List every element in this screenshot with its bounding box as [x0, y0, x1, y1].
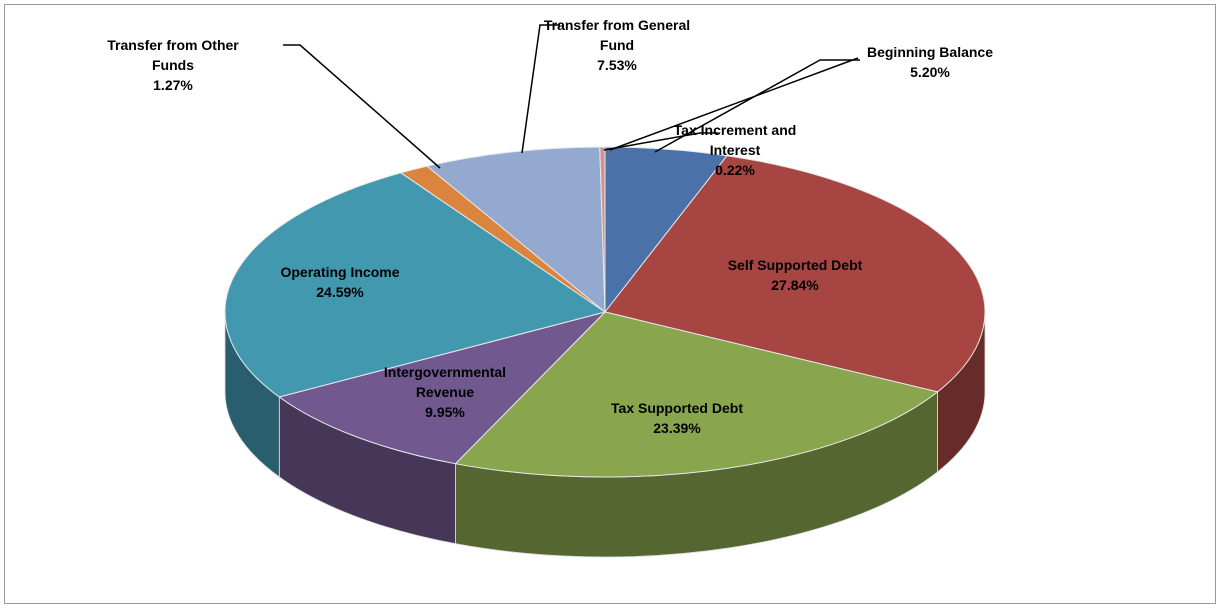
category-label: Transfer from Other Funds — [107, 37, 239, 73]
data-label: Transfer from Other Funds 1.27% — [88, 35, 258, 95]
data-label: Transfer from General Fund 7.53% — [527, 15, 707, 75]
slice — [599, 146, 606, 313]
data-label: Operating Income 24.59% — [215, 262, 465, 302]
category-label: Tax Increment and Interest — [673, 122, 797, 158]
value-label: 5.20% — [910, 64, 950, 80]
slice — [604, 155, 986, 393]
category-label: Tax Supported Debt — [611, 400, 743, 416]
data-label: Tax Increment and Interest 0.22% — [655, 120, 815, 180]
slice — [454, 311, 939, 478]
leader-line — [521, 24, 560, 154]
value-label: 24.59% — [316, 284, 364, 300]
leader-line — [609, 57, 859, 151]
data-label: Intergovernmental Revenue 9.95% — [365, 362, 525, 422]
value-label: 23.39% — [653, 420, 701, 436]
data-label: Beginning Balance 5.20% — [830, 42, 1030, 82]
value-label: 0.22% — [715, 162, 755, 178]
category-label: Beginning Balance — [866, 44, 994, 60]
data-label: Tax Supported Debt 23.39% — [552, 398, 802, 438]
leader-line — [603, 132, 718, 151]
chart-frame — [4, 4, 1216, 604]
category-label: Intergovernmental Revenue — [383, 364, 507, 400]
value-label: 1.27% — [153, 77, 193, 93]
data-label: Self Supported Debt 27.84% — [670, 255, 920, 295]
value-label: 9.95% — [425, 404, 465, 420]
category-label: Self Supported Debt — [727, 257, 863, 273]
value-label: 27.84% — [771, 277, 819, 293]
category-label: Transfer from General Fund — [543, 17, 691, 53]
leader-line — [283, 44, 441, 169]
slice — [278, 311, 607, 465]
category-label: Operating Income — [280, 264, 400, 280]
slice — [224, 172, 607, 398]
value-label: 7.53% — [597, 57, 637, 73]
leader-line — [654, 59, 860, 153]
